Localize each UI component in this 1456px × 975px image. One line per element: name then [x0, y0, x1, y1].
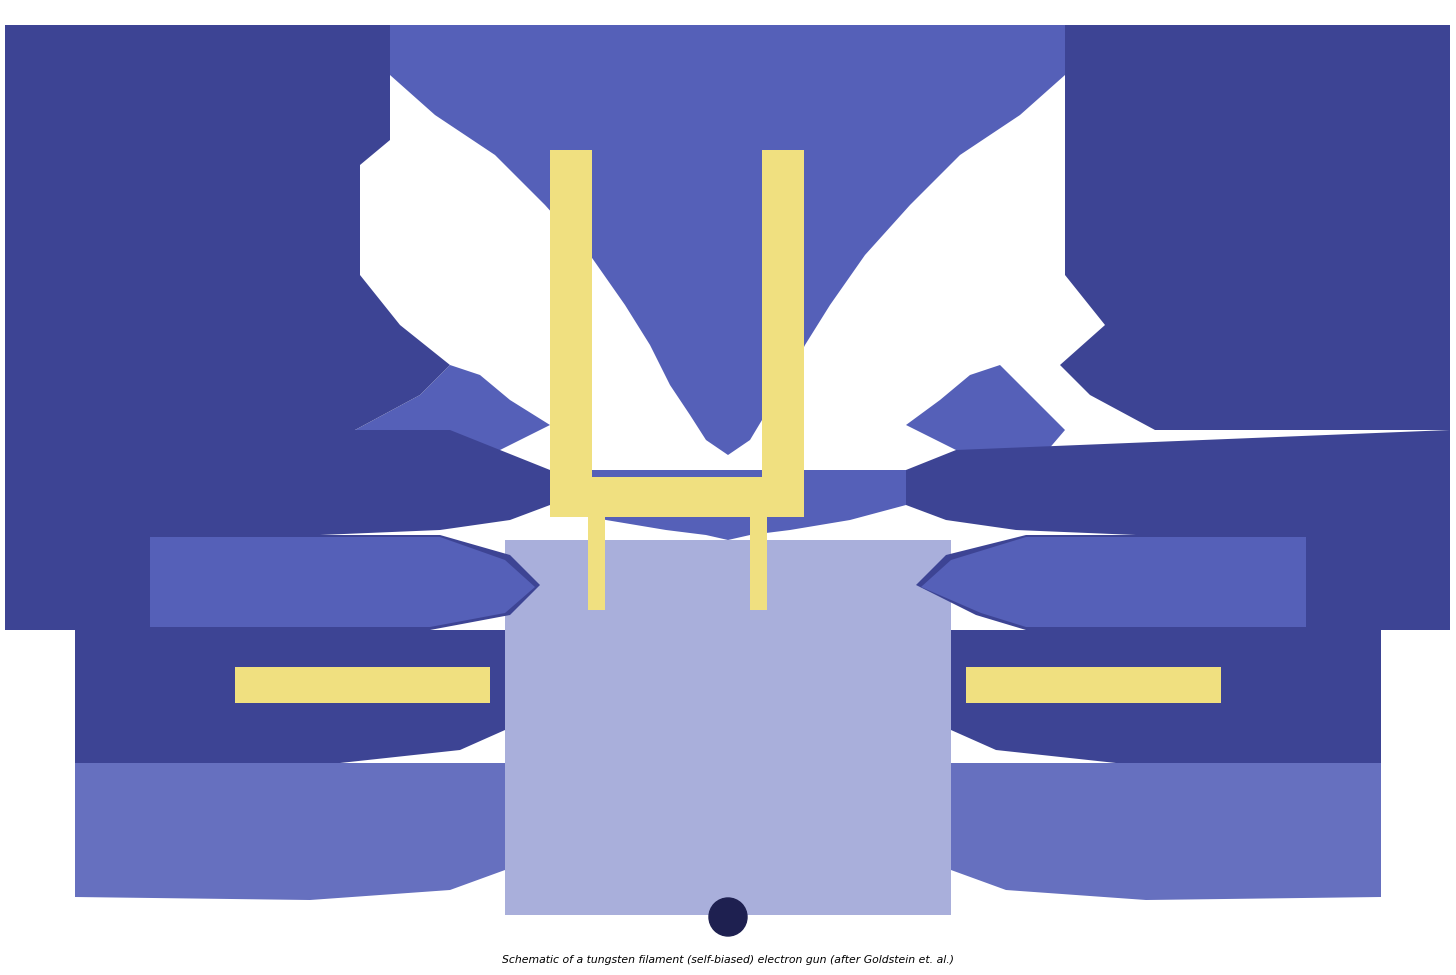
Polygon shape: [4, 430, 550, 535]
Bar: [965, 667, 1222, 703]
Polygon shape: [951, 630, 1380, 763]
Polygon shape: [906, 365, 1064, 465]
Bar: [550, 150, 593, 517]
Bar: [761, 150, 804, 517]
Polygon shape: [76, 630, 505, 763]
Polygon shape: [1064, 25, 1450, 225]
Bar: [234, 667, 491, 703]
Polygon shape: [922, 537, 1306, 627]
Polygon shape: [550, 470, 906, 540]
Bar: [588, 505, 606, 610]
Bar: [550, 477, 804, 517]
Polygon shape: [355, 365, 550, 465]
Text: Schematic of a tungsten filament (self-biased) electron gun (after Goldstein et.: Schematic of a tungsten filament (self-b…: [502, 955, 954, 965]
Bar: [750, 505, 767, 610]
Polygon shape: [4, 225, 450, 430]
Polygon shape: [76, 763, 505, 900]
Polygon shape: [916, 535, 1450, 630]
Polygon shape: [1060, 225, 1450, 430]
Circle shape: [709, 898, 747, 936]
Polygon shape: [4, 25, 390, 225]
Polygon shape: [951, 763, 1380, 900]
Polygon shape: [906, 430, 1450, 535]
Polygon shape: [150, 537, 534, 627]
Polygon shape: [4, 535, 540, 630]
Polygon shape: [505, 540, 951, 915]
Polygon shape: [390, 25, 1064, 455]
